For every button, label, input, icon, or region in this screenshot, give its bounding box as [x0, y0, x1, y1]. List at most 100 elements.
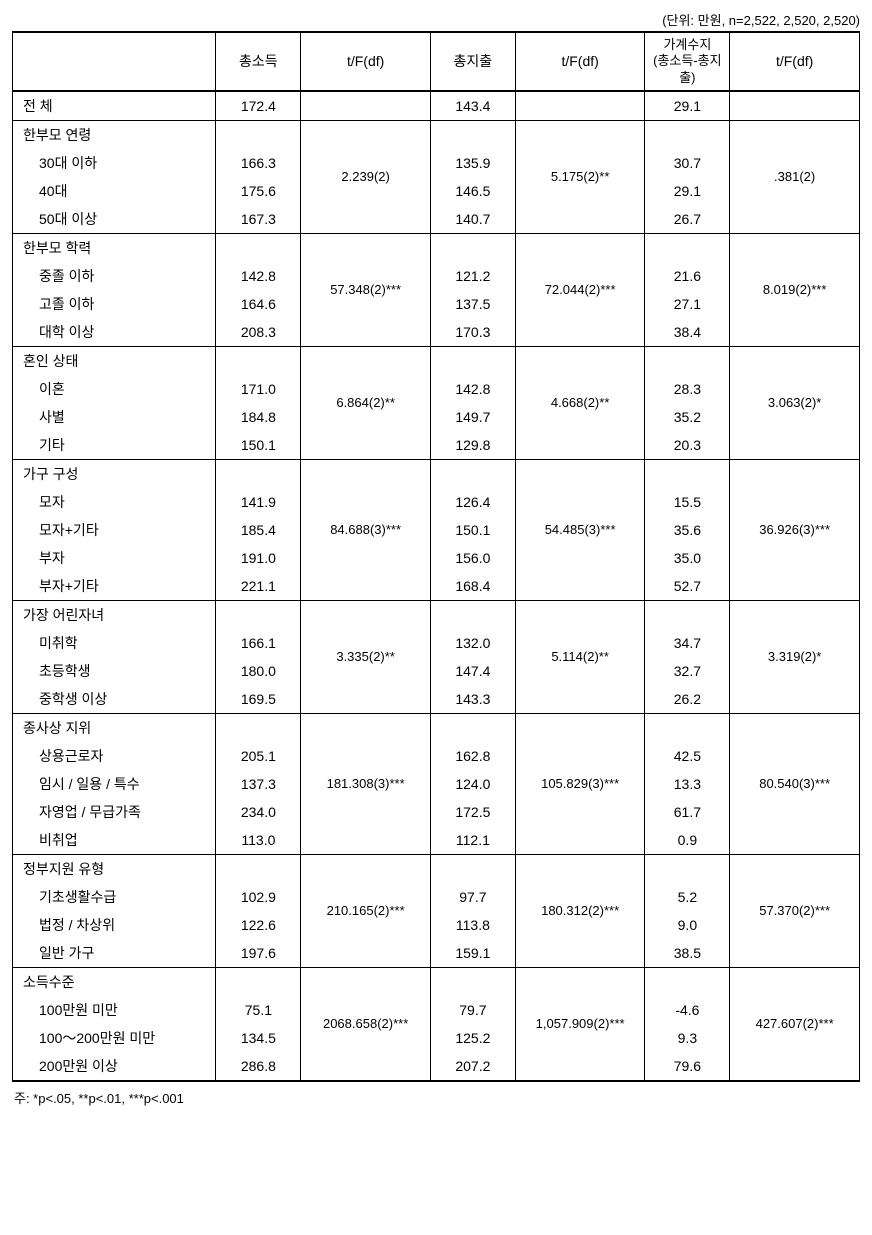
income-cell: 150.1 — [216, 431, 301, 460]
expense-cell — [430, 120, 515, 149]
header-row: 총소득 t/F(df) 총지출 t/F(df) 가계수지 (총소득-총지출) t… — [13, 32, 860, 91]
balance-cell: 13.3 — [645, 770, 730, 798]
tf-cell: 210.165(2)*** — [301, 854, 431, 967]
expense-cell — [430, 233, 515, 262]
unit-note: (단위: 만원, n=2,522, 2,520, 2,520) — [12, 10, 860, 29]
income-cell: 172.4 — [216, 91, 301, 121]
balance-cell — [645, 120, 730, 149]
th-expense: 총지출 — [430, 32, 515, 91]
tf-cell — [301, 91, 431, 121]
tf-cell: 57.370(2)*** — [730, 854, 860, 967]
income-cell — [216, 967, 301, 996]
th-balance-sub: (총소득-총지출) — [653, 53, 721, 84]
expense-cell — [430, 713, 515, 742]
tf-cell: 1,057.909(2)*** — [515, 967, 645, 1081]
expense-cell: 159.1 — [430, 939, 515, 968]
income-cell — [216, 120, 301, 149]
tf-cell: 72.044(2)*** — [515, 233, 645, 346]
expense-cell: 140.7 — [430, 205, 515, 234]
balance-cell: -4.6 — [645, 996, 730, 1024]
income-cell: 134.5 — [216, 1024, 301, 1052]
balance-cell — [645, 967, 730, 996]
tf-cell: 3.335(2)** — [301, 600, 431, 713]
row-label: 100만원 미만 — [13, 996, 216, 1024]
balance-cell: 9.3 — [645, 1024, 730, 1052]
balance-cell: 52.7 — [645, 572, 730, 601]
row-label: 이혼 — [13, 375, 216, 403]
tf-cell: 427.607(2)*** — [730, 967, 860, 1081]
row-label: 중학생 이상 — [13, 685, 216, 714]
balance-cell — [645, 233, 730, 262]
expense-cell: 129.8 — [430, 431, 515, 460]
income-cell — [216, 600, 301, 629]
row-label: 전 체 — [13, 91, 216, 121]
expense-cell: 121.2 — [430, 262, 515, 290]
expense-cell: 170.3 — [430, 318, 515, 347]
expense-cell: 142.8 — [430, 375, 515, 403]
tf-cell: 84.688(3)*** — [301, 459, 431, 600]
balance-cell: 42.5 — [645, 742, 730, 770]
balance-cell — [645, 600, 730, 629]
th-balance-main: 가계수지 — [663, 37, 711, 52]
balance-cell: 34.7 — [645, 629, 730, 657]
income-cell: 205.1 — [216, 742, 301, 770]
row-label: 임시 / 일용 / 특수 — [13, 770, 216, 798]
balance-cell: 26.2 — [645, 685, 730, 714]
expense-cell: 79.7 — [430, 996, 515, 1024]
tf-cell: 36.926(3)*** — [730, 459, 860, 600]
th-tf1: t/F(df) — [301, 32, 431, 91]
row-label: 중졸 이하 — [13, 262, 216, 290]
balance-cell: 38.4 — [645, 318, 730, 347]
income-cell: 102.9 — [216, 883, 301, 911]
balance-cell: 26.7 — [645, 205, 730, 234]
expense-cell: 132.0 — [430, 629, 515, 657]
expense-cell — [430, 459, 515, 488]
row-label: 법정 / 차상위 — [13, 911, 216, 939]
tf-cell: 2.239(2) — [301, 120, 431, 233]
row-label: 초등학생 — [13, 657, 216, 685]
expense-cell: 162.8 — [430, 742, 515, 770]
income-cell: 137.3 — [216, 770, 301, 798]
balance-cell: 5.2 — [645, 883, 730, 911]
tf-cell: 54.485(3)*** — [515, 459, 645, 600]
balance-cell: 29.1 — [645, 177, 730, 205]
row-label: 종사상 지위 — [13, 713, 216, 742]
income-cell: 234.0 — [216, 798, 301, 826]
row-label: 모자 — [13, 488, 216, 516]
expense-cell: 207.2 — [430, 1052, 515, 1081]
expense-cell: 112.1 — [430, 826, 515, 855]
table-row: 소득수준2068.658(2)***1,057.909(2)***427.607… — [13, 967, 860, 996]
expense-cell — [430, 854, 515, 883]
balance-cell: 35.6 — [645, 516, 730, 544]
balance-cell — [645, 854, 730, 883]
income-cell: 169.5 — [216, 685, 301, 714]
th-income: 총소득 — [216, 32, 301, 91]
row-label: 가구 구성 — [13, 459, 216, 488]
table-row: 정부지원 유형210.165(2)***180.312(2)***57.370(… — [13, 854, 860, 883]
tf-cell: 3.319(2)* — [730, 600, 860, 713]
tf-cell: 8.019(2)*** — [730, 233, 860, 346]
tf-cell: 5.175(2)** — [515, 120, 645, 233]
expense-cell: 172.5 — [430, 798, 515, 826]
expense-cell: 135.9 — [430, 149, 515, 177]
balance-cell: 15.5 — [645, 488, 730, 516]
row-label: 한부모 연령 — [13, 120, 216, 149]
expense-cell: 143.3 — [430, 685, 515, 714]
row-label: 40대 — [13, 177, 216, 205]
expense-cell: 147.4 — [430, 657, 515, 685]
expense-cell: 137.5 — [430, 290, 515, 318]
income-cell: 113.0 — [216, 826, 301, 855]
income-cell: 221.1 — [216, 572, 301, 601]
footnote: 주: *p<.05, **p<.01, ***p<.001 — [12, 1088, 860, 1107]
balance-cell: 35.2 — [645, 403, 730, 431]
row-label: 30대 이하 — [13, 149, 216, 177]
row-label: 한부모 학력 — [13, 233, 216, 262]
expense-cell: 149.7 — [430, 403, 515, 431]
balance-cell: 32.7 — [645, 657, 730, 685]
row-label: 부자+기타 — [13, 572, 216, 601]
table-row: 가장 어린자녀3.335(2)**5.114(2)**3.319(2)* — [13, 600, 860, 629]
row-label: 일반 가구 — [13, 939, 216, 968]
row-label: 자영업 / 무급가족 — [13, 798, 216, 826]
tf-cell: 2068.658(2)*** — [301, 967, 431, 1081]
row-label: 기타 — [13, 431, 216, 460]
